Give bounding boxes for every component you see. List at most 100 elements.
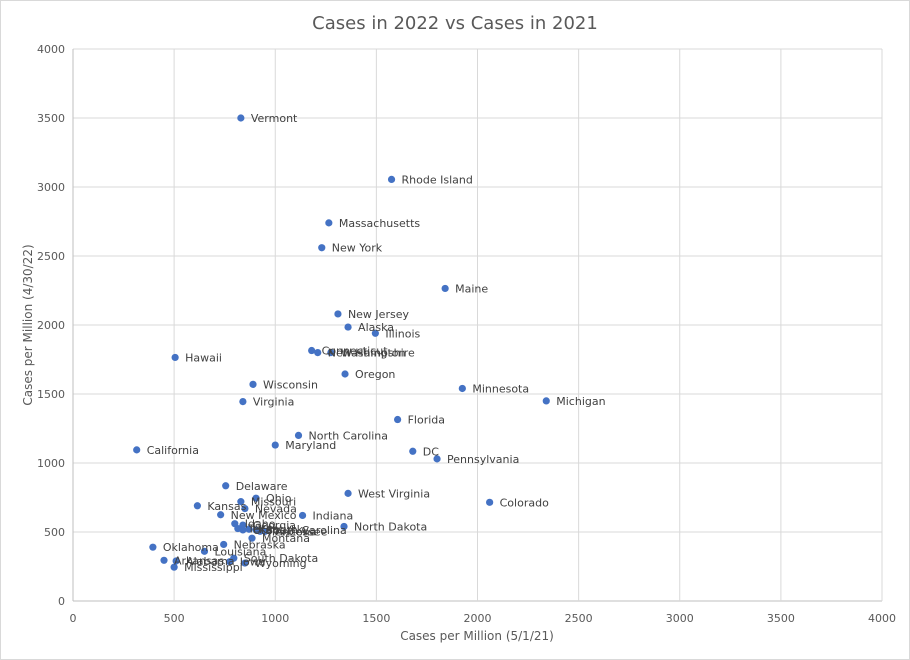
data-point <box>308 346 316 355</box>
data-point <box>486 498 494 506</box>
point-labels: Vermont Rhode Island Massachusetts New York… <box>147 112 606 574</box>
point-label: Idaho <box>245 518 276 531</box>
chart-title: Cases in 2022 vs Cases in 2021 <box>312 13 598 34</box>
data-point <box>433 455 441 463</box>
point-label: Oklahoma <box>163 541 219 554</box>
point-label: Alaska <box>358 321 394 334</box>
point-label: Wisconsin <box>263 378 318 391</box>
y-tick-label: 2000 <box>37 319 65 332</box>
point-label: Arkansas <box>174 554 224 567</box>
data-point <box>193 502 201 510</box>
point-label: New Hampshire <box>328 347 415 360</box>
point-label: Indiana <box>313 509 354 522</box>
point-label: Ohio <box>266 492 292 505</box>
data-point <box>241 504 249 513</box>
data-point <box>344 489 352 497</box>
y-tick-label: 500 <box>44 526 65 539</box>
x-tick-label: 3500 <box>767 612 795 625</box>
data-point <box>170 563 178 571</box>
point-label: West Virginia <box>358 487 430 500</box>
point-label: Maryland <box>285 439 336 452</box>
point-label: Louisiana <box>214 545 266 558</box>
data-point <box>149 543 157 551</box>
data-point <box>239 397 247 406</box>
x-tick-label: 1000 <box>261 612 289 625</box>
y-tick-label: 1000 <box>37 457 65 470</box>
y-tick-label: 2500 <box>37 250 65 263</box>
point-label: Nebraska <box>234 538 286 551</box>
data-point <box>239 526 247 534</box>
x-tick-label: 0 <box>70 612 77 625</box>
y-tick-label: 4000 <box>37 43 65 56</box>
data-point <box>344 323 352 331</box>
data-point <box>217 511 225 519</box>
point-label: DC <box>423 445 439 458</box>
data-point <box>248 534 256 542</box>
y-tick-label: 3500 <box>37 112 65 125</box>
data-point <box>241 559 249 567</box>
point-label: Connecticut <box>322 345 389 358</box>
data-points <box>133 114 550 571</box>
point-label: California <box>147 444 199 457</box>
y-tick-label: 0 <box>58 595 65 608</box>
point-label: Arizona <box>275 525 316 538</box>
point-label: New York <box>332 242 383 255</box>
point-label: Missouri <box>251 496 296 509</box>
data-point <box>237 114 245 122</box>
data-point <box>220 540 228 549</box>
point-label: Delaware <box>236 480 288 493</box>
x-tick-label: 3000 <box>666 612 694 625</box>
point-label: Florida <box>408 414 445 427</box>
x-axis-title: Cases per Million (5/1/21) <box>400 629 554 643</box>
gridlines <box>72 48 883 602</box>
data-point <box>249 380 257 388</box>
point-label: Colorado <box>500 496 549 509</box>
point-label: Mississippi <box>184 561 243 574</box>
point-label: Rhode Island <box>402 173 473 186</box>
point-label: Minnesota <box>472 382 529 395</box>
data-point <box>341 370 349 378</box>
point-label: New Jersey <box>348 308 410 321</box>
data-point <box>458 384 466 393</box>
point-label: Vermont <box>251 112 298 125</box>
tick-labels: 0 500 1000 1500 2000 2500 3000 3500 4000 0 500 1000… <box>37 43 896 625</box>
data-point <box>252 494 260 502</box>
data-point <box>200 547 209 555</box>
data-point <box>409 447 417 455</box>
data-point <box>325 219 333 227</box>
point-label: North Carolina <box>309 429 389 442</box>
y-tick-label: 3000 <box>37 181 65 194</box>
point-label: Massachusetts <box>339 217 421 230</box>
x-tick-label: 4000 <box>868 612 896 625</box>
point-label: Pennsylvania <box>447 453 519 466</box>
point-label: Michigan <box>556 395 605 408</box>
data-point <box>245 525 253 533</box>
point-label: New Mexico <box>231 509 297 522</box>
y-axis-title: Cases per Million (4/30/22) <box>21 244 35 405</box>
data-point <box>160 556 168 564</box>
data-point <box>327 349 335 357</box>
x-tick-label: 2500 <box>565 612 593 625</box>
data-point <box>271 441 279 449</box>
point-label: Utah <box>253 524 279 537</box>
y-tick-label: 1500 <box>37 388 65 401</box>
data-point <box>237 498 245 506</box>
point-label: Kansas <box>207 500 246 513</box>
data-point <box>171 353 179 362</box>
point-label: Alabama <box>186 555 235 568</box>
data-point <box>394 415 402 424</box>
point-label: Illinois <box>385 327 420 340</box>
data-point <box>226 558 234 566</box>
data-point <box>314 349 322 357</box>
data-point <box>222 482 230 490</box>
point-label: Oregon <box>355 368 395 381</box>
data-point <box>542 397 550 405</box>
point-label: South Dakota <box>244 552 318 565</box>
data-point <box>172 557 180 565</box>
point-label: Maine <box>455 282 488 295</box>
data-point <box>133 446 141 454</box>
data-point <box>371 329 379 337</box>
point-label: Nevada <box>255 503 297 516</box>
